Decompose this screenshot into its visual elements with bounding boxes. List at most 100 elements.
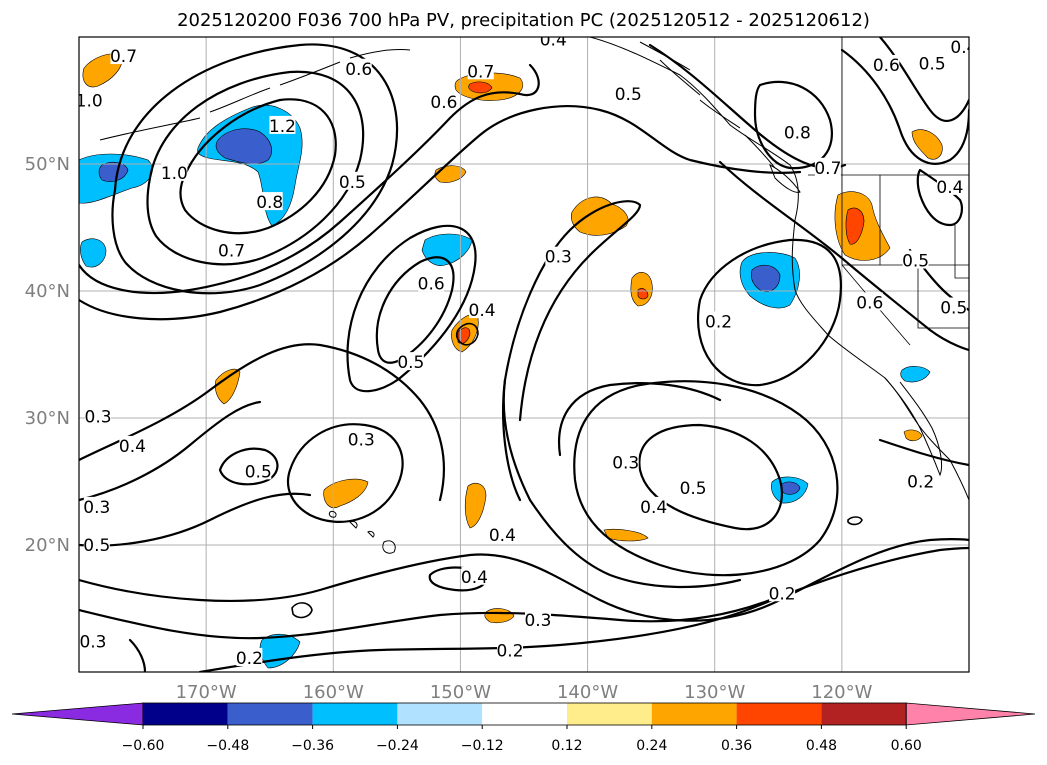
colorbar-tick-label: −0.12 bbox=[461, 738, 504, 754]
colorbar-extend-min bbox=[11, 702, 144, 726]
contour-label: 0.3 bbox=[79, 631, 107, 653]
contour-label: 0.7 bbox=[110, 46, 137, 67]
contour-label-text: 0.8 bbox=[256, 193, 283, 213]
contour-label-text: 0.5 bbox=[940, 299, 967, 319]
contour-label-bg bbox=[110, 46, 137, 65]
pos-anomaly-west-mid bbox=[214, 368, 241, 405]
pv-contours bbox=[79, 37, 969, 672]
contour-label-bg bbox=[640, 496, 667, 515]
colorbar-segment bbox=[821, 703, 907, 725]
contour-label-bg bbox=[469, 300, 496, 319]
contour-label: 0.3 bbox=[83, 496, 110, 518]
contour-label: 0.3 bbox=[545, 246, 572, 268]
pv-contour-high-aleutian bbox=[179, 98, 337, 235]
contour-label: 0.5 bbox=[397, 352, 424, 373]
contour-label: 0.6 bbox=[345, 58, 372, 80]
colorbar-segment bbox=[651, 703, 737, 725]
pv-contour-aleutian-outer2 bbox=[111, 43, 399, 295]
north-america-coastline bbox=[589, 37, 969, 501]
contour-label-bg bbox=[497, 640, 524, 659]
pos-anomaly-hawaii bbox=[323, 478, 369, 509]
contour-label-text: 0.5 bbox=[680, 479, 707, 499]
contour-label: 0.3 bbox=[85, 406, 112, 428]
colorbar-tick-label: 0.12 bbox=[551, 738, 582, 754]
colorbar-tick-label: −0.36 bbox=[291, 738, 334, 754]
map-gridlines bbox=[79, 37, 969, 672]
contour-label-bg bbox=[873, 54, 900, 73]
contour-label-text: 0.2 bbox=[769, 584, 796, 604]
lon-tick-label: 170°W bbox=[176, 682, 237, 703]
colorbar-tick-label: −0.48 bbox=[206, 738, 249, 754]
contour-label-bg bbox=[339, 171, 366, 190]
contour-label-text: 0.5 bbox=[397, 353, 424, 373]
contour-label: 0.8 bbox=[256, 192, 283, 213]
pv-contour-small-ring bbox=[847, 516, 863, 526]
contour-label-text: 0.6 bbox=[345, 60, 372, 80]
contour-label-bg bbox=[345, 58, 372, 77]
contour-label-text: 0.8 bbox=[784, 123, 811, 143]
contour-label: 0.4 bbox=[640, 496, 667, 518]
contour-label-bg bbox=[540, 37, 567, 48]
colorbar-segment bbox=[227, 703, 313, 725]
contour-label-bg bbox=[769, 583, 796, 602]
pv-contour-03-south bbox=[79, 598, 772, 640]
vancouver-island bbox=[769, 163, 801, 193]
contour-label-bg bbox=[615, 84, 642, 103]
colorbar-tick-label: −0.24 bbox=[376, 738, 419, 754]
lat-tick-label: 30°N bbox=[25, 408, 70, 429]
contour-label-bg bbox=[79, 631, 106, 650]
pos-anomaly-idaho bbox=[911, 129, 943, 160]
contour-label: 0.5 bbox=[615, 84, 642, 105]
contour-label: 0.6 bbox=[856, 292, 883, 313]
colorbar-segment bbox=[397, 703, 483, 725]
pv-contour-04-south-loop bbox=[573, 380, 839, 577]
pv-contour-03-west-south2 bbox=[128, 638, 147, 672]
contour-label-text: 0.5 bbox=[902, 252, 929, 272]
contour-label-text: 0.3 bbox=[612, 453, 639, 473]
chart-title: 2025120200 F036 700 hPa PV, precipitatio… bbox=[177, 10, 870, 31]
contour-label-bg bbox=[397, 352, 424, 371]
latitude-tick-labels: 20°N 30°N 40°N 50°N bbox=[25, 154, 70, 556]
colorbar-segment bbox=[482, 703, 567, 725]
contour-label: 0.6 bbox=[430, 91, 457, 113]
pos-anomaly-pacific-nw-core bbox=[845, 207, 865, 245]
contour-label-text: 0.2 bbox=[907, 473, 934, 493]
contour-label-bg bbox=[79, 90, 103, 109]
colorbar-tick-label: 0.36 bbox=[721, 738, 752, 754]
contour-label-bg bbox=[612, 452, 639, 471]
contour-label: 0.5 bbox=[902, 250, 929, 272]
neg-anomaly-baja bbox=[900, 366, 931, 383]
contour-label-text: 0.3 bbox=[348, 431, 375, 451]
contour-label-text: 0.2 bbox=[236, 649, 263, 669]
contour-label-text: 0.7 bbox=[814, 159, 841, 179]
colorbar-segment bbox=[736, 703, 822, 725]
contour-label: 0.6 bbox=[418, 273, 445, 294]
lat-tick-label: 50°N bbox=[25, 154, 70, 175]
contour-label-bg bbox=[902, 250, 929, 269]
contour-label-bg bbox=[936, 176, 963, 195]
colorbar-frame bbox=[142, 702, 907, 726]
pos-anomaly-south-central bbox=[464, 483, 487, 529]
contour-label: 0.3 bbox=[612, 452, 639, 473]
contour-label-bg bbox=[940, 297, 967, 316]
lat-tick-label: 20°N bbox=[25, 535, 70, 556]
baja-california-coastline bbox=[884, 377, 943, 477]
pv-contour-03-hawaii-loop bbox=[286, 423, 404, 523]
lon-tick-label: 140°W bbox=[557, 682, 618, 703]
map-frame bbox=[78, 36, 970, 673]
contour-label-bg bbox=[919, 53, 946, 72]
contour-label-bg bbox=[418, 273, 445, 292]
us-state-borders bbox=[841, 175, 969, 346]
contour-label-bg bbox=[705, 311, 732, 330]
contour-label-text: 0.4 bbox=[489, 526, 516, 546]
contour-label: 0.2 bbox=[236, 648, 263, 669]
contour-label: 0.2 bbox=[496, 640, 524, 661]
contour-label-text: 0.4 bbox=[540, 31, 567, 51]
pv-contour-05-loop bbox=[346, 224, 477, 393]
contour-label-text: 0.2 bbox=[496, 641, 523, 661]
contour-label: 0.4 bbox=[119, 435, 146, 457]
pv-contour-02-east bbox=[697, 238, 842, 387]
colorbar-extend-max bbox=[905, 702, 1036, 726]
contour-label-bg bbox=[85, 406, 112, 425]
